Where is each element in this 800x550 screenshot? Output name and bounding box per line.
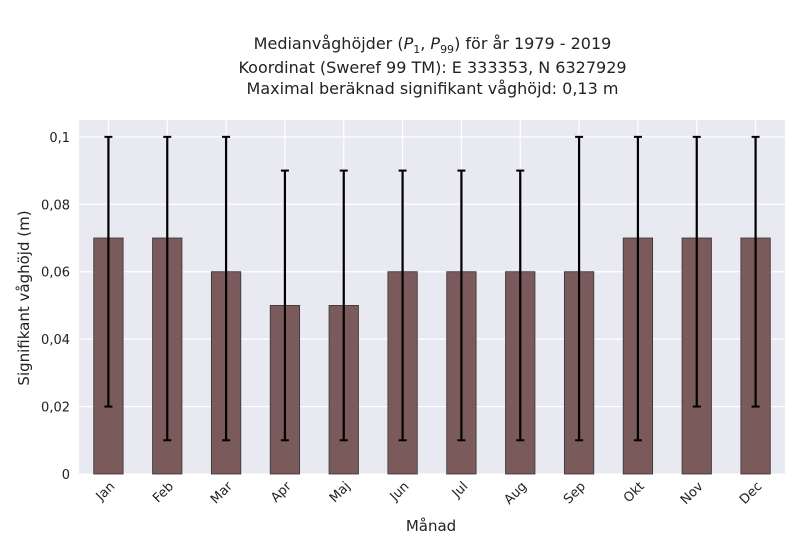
x-tick-label: Mar: [208, 479, 236, 507]
x-tick-label: Aug: [502, 479, 531, 508]
chart-subtitle-2: Maximal beräknad signifikant våghöjd: 0,…: [246, 79, 619, 98]
chart-subtitle-1: Koordinat (Sweref 99 TM): E 333353, N 63…: [238, 58, 627, 77]
y-tick-label: 0,02: [41, 401, 70, 416]
y-tick-label: 0,1: [49, 131, 70, 146]
title-prefix: Medianvåghöjder (: [253, 34, 404, 53]
x-tick-labels: Jan Feb Mar Apr Maj Jun Jul Aug Sep Okt Nov Dec: [93, 479, 766, 508]
title-p1-sub: 1: [413, 43, 421, 57]
x-tick-label: Jul: [449, 479, 471, 501]
y-tick-labels: 0 0,02 0,04 0,06 0,08 0,1: [41, 131, 70, 483]
x-tick-label: Feb: [150, 479, 177, 506]
y-tick-label: 0,08: [41, 198, 70, 213]
x-tick-label: Apr: [268, 479, 295, 506]
x-tick-label: Sep: [561, 479, 589, 507]
x-tick-label: Nov: [678, 479, 707, 508]
x-tick-label: Maj: [327, 479, 354, 506]
title-p1: P: [403, 34, 414, 53]
error-bars: [104, 135, 760, 442]
title-p99: P: [430, 34, 441, 53]
y-axis-label: Signifikant våghöjd (m): [15, 210, 33, 385]
y-tick-label: 0: [62, 468, 70, 483]
title-p99-sub: 99: [440, 43, 455, 57]
x-tick-label: Jun: [387, 479, 413, 505]
title-sep: ,: [420, 34, 431, 53]
title-suffix: ) för år 1979 - 2019: [454, 34, 612, 53]
plot-background: [79, 120, 785, 474]
x-tick-label: Okt: [621, 479, 648, 506]
y-tick-label: 0,04: [41, 333, 70, 348]
x-tick-label: Dec: [737, 479, 765, 507]
y-tick-label: 0,06: [41, 266, 70, 281]
x-axis-label: Månad: [406, 517, 456, 535]
chart-title: Medianvåghöjder (P1, P99) för år 1979 - …: [0, 34, 800, 56]
x-tick-label: Jan: [93, 479, 118, 504]
